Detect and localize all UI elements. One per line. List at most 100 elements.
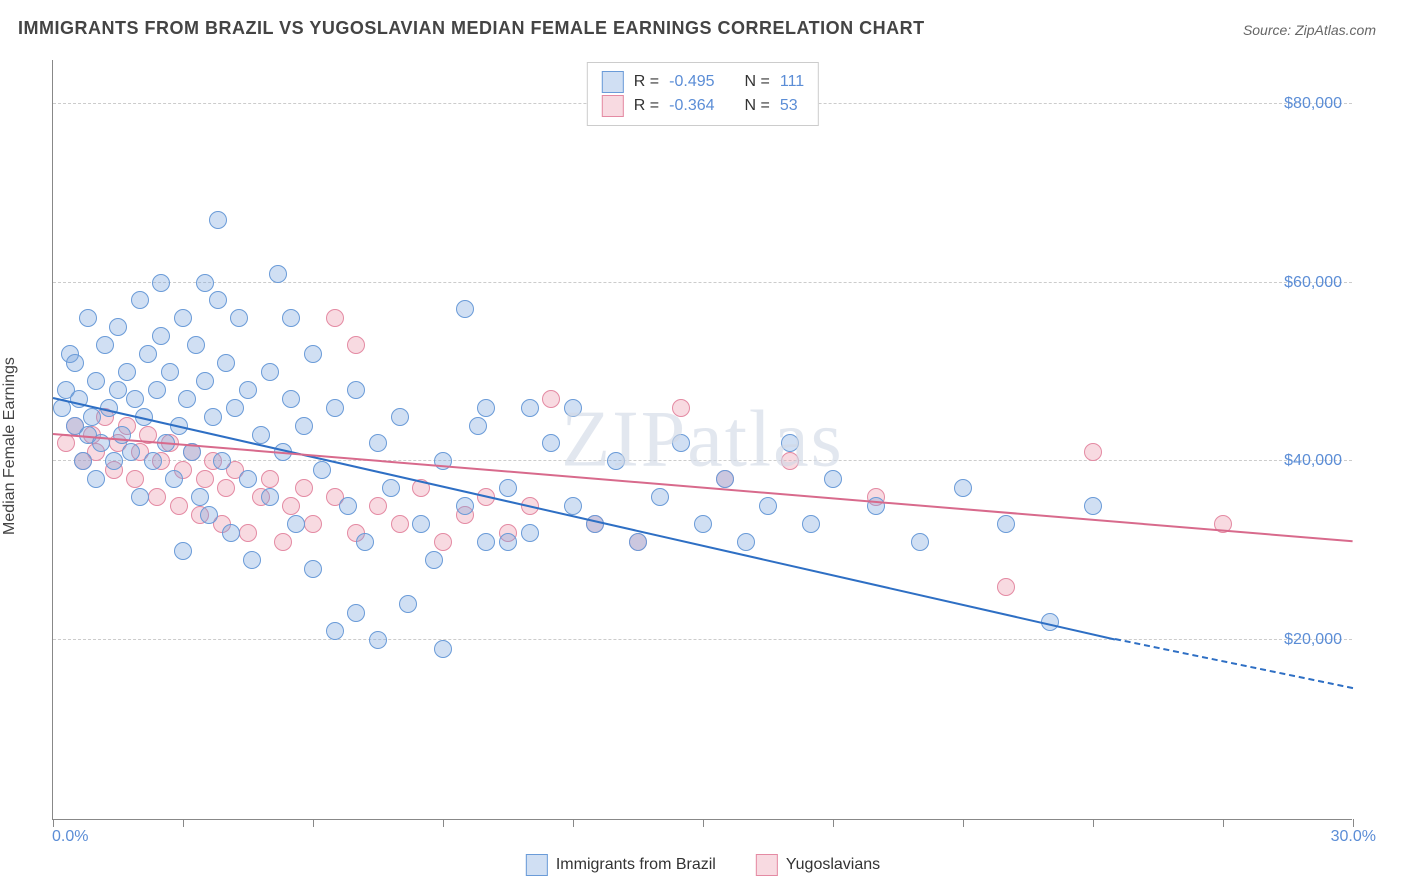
scatter-point-brazil (196, 274, 214, 292)
y-tick-label: $40,000 (1284, 452, 1342, 470)
x-tick (573, 819, 574, 827)
plot-area: ZIPatlas $20,000$40,000$60,000$80,000 (52, 60, 1352, 820)
scatter-point-yugo (304, 515, 322, 533)
scatter-point-brazil (399, 595, 417, 613)
scatter-point-brazil (456, 300, 474, 318)
scatter-point-brazil (105, 452, 123, 470)
x-tick (1223, 819, 1224, 827)
scatter-point-brazil (109, 318, 127, 336)
legend-item-yugo: Yugoslavians (756, 854, 880, 876)
scatter-point-brazil (261, 363, 279, 381)
scatter-point-yugo (274, 533, 292, 551)
scatter-point-brazil (304, 560, 322, 578)
scatter-point-brazil (781, 434, 799, 452)
scatter-point-brazil (131, 488, 149, 506)
scatter-point-brazil (469, 417, 487, 435)
scatter-point-brazil (109, 381, 127, 399)
scatter-point-brazil (369, 434, 387, 452)
legend-item-brazil: Immigrants from Brazil (526, 854, 716, 876)
scatter-point-brazil (716, 470, 734, 488)
scatter-point-brazil (269, 265, 287, 283)
scatter-point-brazil (564, 497, 582, 515)
scatter-point-brazil (239, 381, 257, 399)
scatter-point-brazil (412, 515, 430, 533)
scatter-point-brazil (477, 399, 495, 417)
legend-label-brazil: Immigrants from Brazil (556, 856, 716, 874)
scatter-point-brazil (326, 622, 344, 640)
scatter-point-brazil (521, 399, 539, 417)
scatter-point-brazil (196, 372, 214, 390)
scatter-point-yugo (542, 390, 560, 408)
scatter-point-brazil (434, 640, 452, 658)
scatter-point-brazil (694, 515, 712, 533)
r-label: R = (634, 73, 659, 91)
scatter-point-brazil (191, 488, 209, 506)
y-tick-label: $60,000 (1284, 274, 1342, 292)
gridline (53, 460, 1352, 461)
x-tick (703, 819, 704, 827)
scatter-point-brazil (209, 291, 227, 309)
y-axis-label: Median Female Earnings (1, 357, 19, 535)
scatter-point-brazil (139, 345, 157, 363)
scatter-point-brazil (391, 408, 409, 426)
scatter-point-brazil (651, 488, 669, 506)
x-tick (1353, 819, 1354, 827)
stats-row-brazil: R = -0.495 N = 111 (602, 71, 804, 93)
scatter-point-brazil (165, 470, 183, 488)
scatter-point-brazil (672, 434, 690, 452)
gridline (53, 639, 1352, 640)
scatter-point-brazil (226, 399, 244, 417)
scatter-point-yugo (126, 470, 144, 488)
scatter-point-yugo (434, 533, 452, 551)
scatter-point-brazil (282, 390, 300, 408)
swatch-yugo (602, 95, 624, 117)
swatch-brazil (602, 71, 624, 93)
n-value-yugo: 53 (780, 97, 798, 115)
scatter-point-brazil (339, 497, 357, 515)
y-tick-label: $80,000 (1284, 95, 1342, 113)
x-axis-max-label: 30.0% (1331, 828, 1376, 846)
scatter-point-brazil (997, 515, 1015, 533)
x-tick (1093, 819, 1094, 827)
scatter-point-brazil (118, 363, 136, 381)
r-value-yugo: -0.364 (669, 97, 714, 115)
scatter-point-brazil (213, 452, 231, 470)
x-tick (443, 819, 444, 827)
x-tick (183, 819, 184, 827)
scatter-point-brazil (126, 390, 144, 408)
scatter-point-brazil (282, 309, 300, 327)
scatter-point-yugo (781, 452, 799, 470)
legend-label-yugo: Yugoslavians (786, 856, 880, 874)
scatter-point-brazil (313, 461, 331, 479)
scatter-point-yugo (295, 479, 313, 497)
x-axis-min-label: 0.0% (52, 828, 88, 846)
scatter-point-brazil (456, 497, 474, 515)
scatter-point-yugo (326, 309, 344, 327)
scatter-point-brazil (187, 336, 205, 354)
scatter-point-brazil (230, 309, 248, 327)
scatter-point-yugo (997, 578, 1015, 596)
gridline (53, 282, 1352, 283)
x-tick (313, 819, 314, 827)
scatter-point-brazil (802, 515, 820, 533)
scatter-point-brazil (204, 408, 222, 426)
scatter-point-brazil (304, 345, 322, 363)
scatter-point-brazil (477, 533, 495, 551)
scatter-point-brazil (287, 515, 305, 533)
r-value-brazil: -0.495 (669, 73, 714, 91)
scatter-point-brazil (79, 309, 97, 327)
scatter-point-yugo (196, 470, 214, 488)
scatter-point-yugo (217, 479, 235, 497)
scatter-point-yugo (170, 497, 188, 515)
scatter-point-yugo (347, 336, 365, 354)
scatter-point-yugo (239, 524, 257, 542)
scatter-point-brazil (148, 381, 166, 399)
scatter-point-brazil (542, 434, 560, 452)
scatter-point-brazil (66, 354, 84, 372)
scatter-point-brazil (1084, 497, 1102, 515)
scatter-point-brazil (564, 399, 582, 417)
scatter-point-brazil (261, 488, 279, 506)
stats-legend-box: R = -0.495 N = 111 R = -0.364 N = 53 (587, 62, 819, 126)
scatter-point-brazil (209, 211, 227, 229)
scatter-point-brazil (824, 470, 842, 488)
